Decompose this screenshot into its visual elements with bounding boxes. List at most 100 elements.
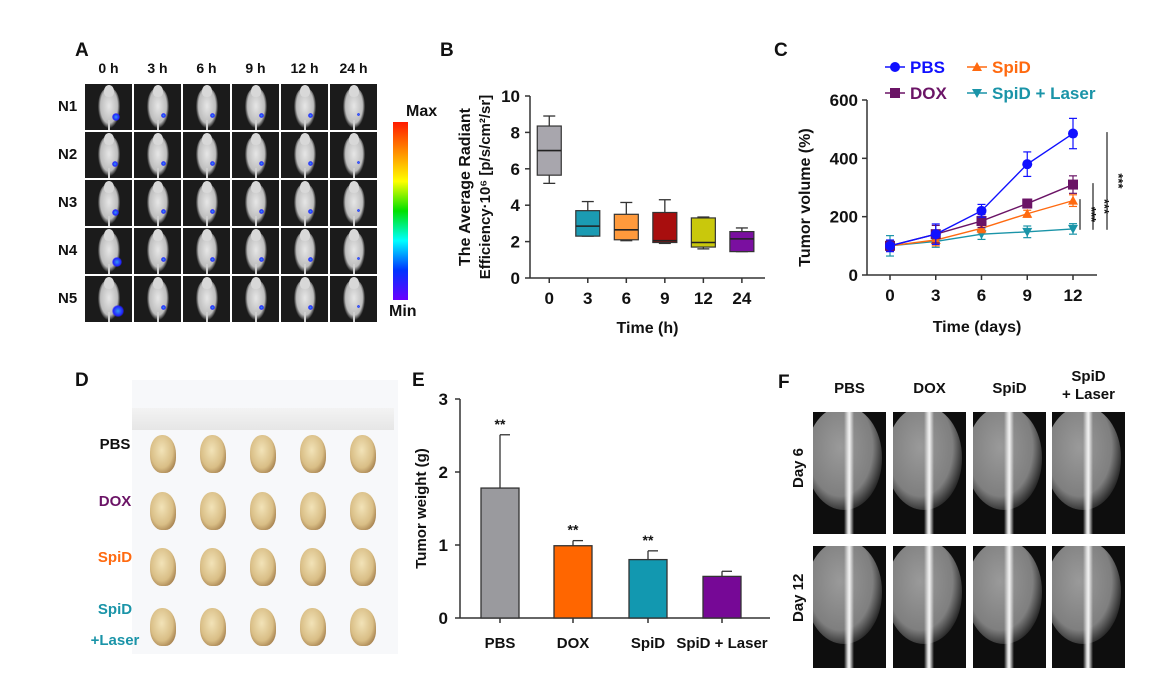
mouse-head [348,228,359,241]
marker-square [1068,179,1078,190]
mouse-row-label: N4 [58,242,78,259]
y-tick-label: 0 [439,609,448,628]
fluorescence-spot [357,160,361,164]
legend-label: PBS [910,58,945,77]
mouse-silhouette [342,87,365,128]
mouse-tail [254,264,257,274]
mouse-tail [254,168,257,178]
fluorescence-image [183,228,230,274]
group-label-line2: +Laser [90,632,140,649]
tumor-specimen [300,608,326,646]
time-column-header: 24 h [339,60,368,76]
tumor-specimen [150,435,176,473]
mouse-silhouette [146,231,169,272]
tumor-specimen [350,548,376,586]
mouse-silhouette [293,87,316,128]
mouse-tail [303,168,306,178]
fluorescence-spot [210,304,216,310]
tumor-photo [132,380,398,654]
bar-spid [628,558,668,619]
tumor-specimen [150,548,176,586]
bar-pbs [480,487,520,619]
tumor-specimen [200,492,226,530]
mouse-row-label: N2 [58,146,78,163]
mouse-silhouette [293,183,316,224]
fluorescence-spot [210,208,216,214]
y-axis-label-group: Tumor weight (g) [413,448,430,569]
mouse-silhouette [195,135,218,176]
mouse-row-label: N3 [58,194,78,211]
marker-triangle-up [1068,195,1078,205]
fluorescence-image [134,228,181,274]
mouse-tail [303,216,306,226]
fluorescence-image [183,180,230,226]
xray-image [973,412,1046,534]
fluorescence-spot [112,112,121,121]
x-tick-label: 12 [694,289,713,308]
colorbar-min-label: Min [389,303,417,320]
fluorescence-spot [112,256,123,267]
y-tick-label: 6 [511,160,520,179]
y-axis-label-line2: Efficiency·10⁶ [p/s/cm²/sr] [477,95,494,279]
time-column-header: 3 h [147,60,168,76]
marker-circle [1022,159,1033,170]
x-tick-label: 6 [977,286,986,305]
mouse-head [299,84,310,97]
box [729,230,755,253]
fluorescence-image [85,132,132,178]
legend-label: DOX [910,84,948,103]
x-tick-label: DOX [557,635,590,652]
bone [843,546,854,668]
marker-square [890,88,900,98]
x-tick-label: 0 [545,289,554,308]
x-axis-label: Time (h) [617,320,679,337]
significance-label: ** [568,522,579,538]
mouse-tail [156,216,159,226]
fluorescence-spot [210,256,216,262]
significance-label: *** [1084,207,1099,223]
significance-label-group: *** [1097,199,1112,215]
y-tick-label: 10 [501,87,520,106]
mouse-head [348,132,359,145]
bone [1082,546,1093,668]
mouse-head [299,132,310,145]
time-column-header: 6 h [196,60,217,76]
mouse-head [250,228,261,241]
mouse-tail [107,216,110,226]
x-axis-label: Time (days) [933,319,1022,336]
mouse-tail [156,264,159,274]
fluorescence-spot [308,208,314,214]
xray-image [973,546,1046,668]
fluorescence-spot [112,160,119,167]
x-tick-label: 9 [1023,286,1032,305]
fluorescence-spot [161,112,167,118]
chart-c-tumor-volume: 0 200 400 600 0 3 6 9 12 Time (days) Tumor volume … [797,58,1126,336]
xray-image [1052,546,1125,668]
fluorescence-image [330,180,377,226]
mouse-row-label: N5 [58,290,78,307]
group-label: SpiD [97,549,133,566]
fluorescence-image [85,276,132,322]
y-axis-label: Tumor weight (g) [413,448,430,569]
bone [1003,412,1014,534]
tumor-specimen [200,548,226,586]
mouse-tail [107,120,110,130]
mouse-head [250,276,261,289]
mouse-silhouette [195,279,218,320]
xray-column-header: PBS [834,380,865,397]
fluorescence-image [330,132,377,178]
fluorescence-image [330,276,377,322]
mouse-head [250,132,261,145]
significance-label: ** [495,416,506,432]
mouse-tail [205,216,208,226]
fluorescence-image [85,228,132,274]
mouse-tail [156,168,159,178]
fluorescence-image [134,84,181,130]
y-tick-label: 200 [830,208,858,227]
xray-column-header-line2: + Laser [1062,386,1115,403]
mouse-head [152,180,163,193]
tumor-specimen [250,608,276,646]
bone [1082,412,1093,534]
mouse-tail [107,312,110,322]
mouse-silhouette [293,135,316,176]
